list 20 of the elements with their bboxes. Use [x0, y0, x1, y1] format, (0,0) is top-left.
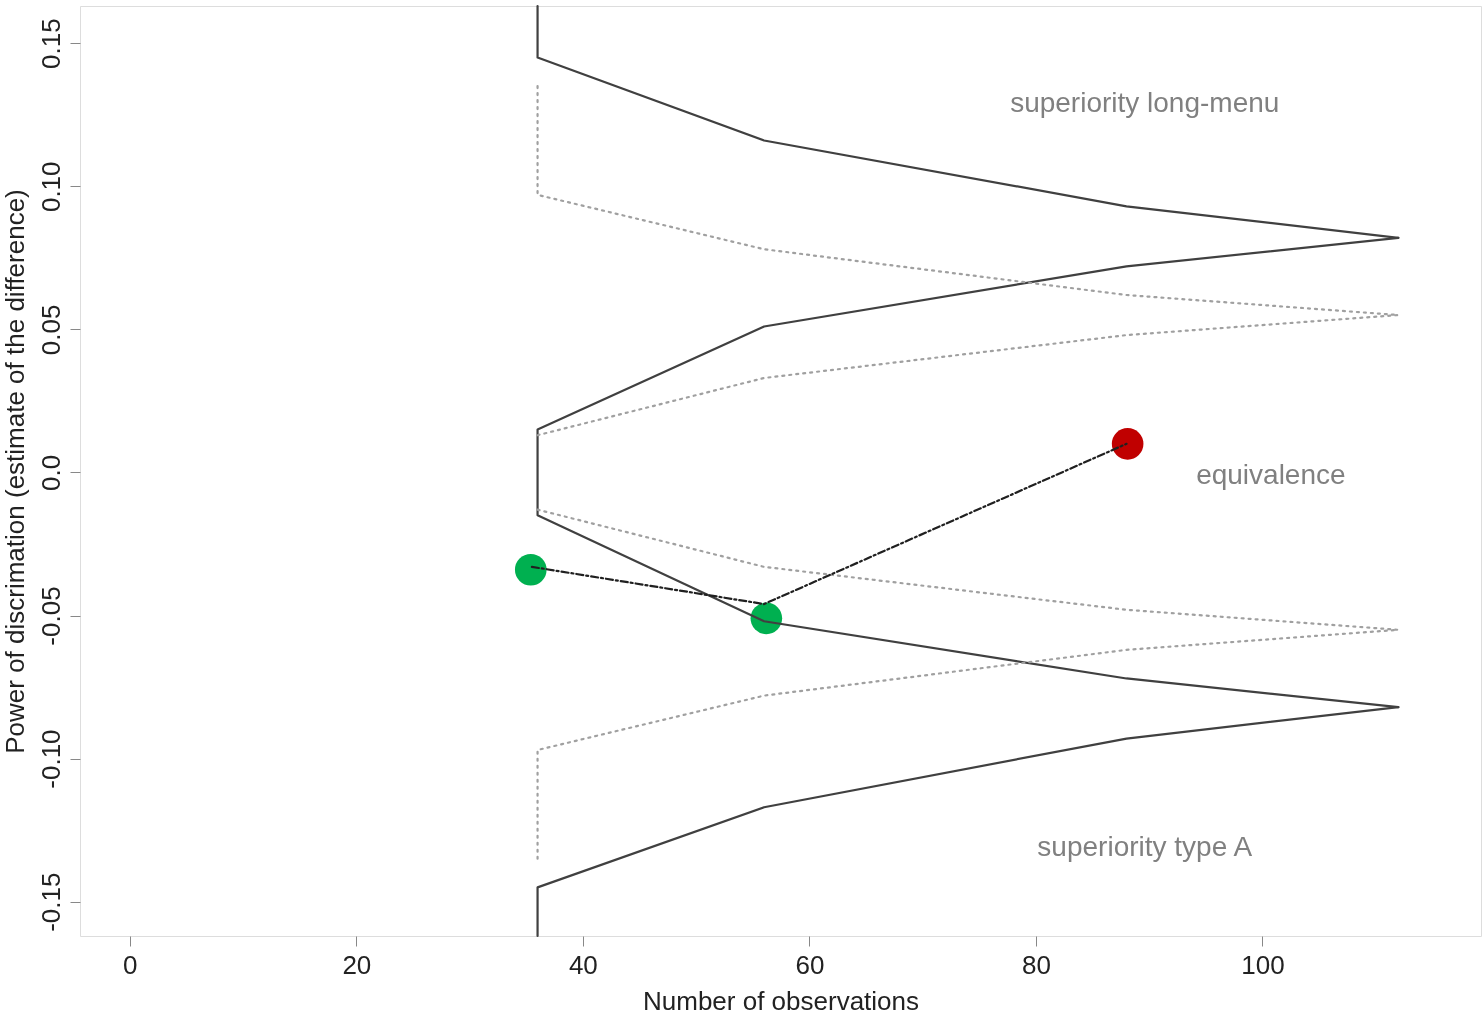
y-tick-label: 0.10 [35, 161, 66, 213]
y-tick-label: -0.15 [35, 872, 66, 932]
y-tick-label: -0.05 [35, 586, 66, 646]
annotation: superiority type A [1037, 830, 1253, 862]
point [514, 553, 547, 586]
annotation: equivalence [1196, 458, 1346, 490]
x-tick-label: 40 [568, 949, 598, 980]
x-tick-label: 80 [1021, 949, 1051, 980]
x-tick-label: 20 [342, 949, 372, 980]
x-tick-label: 0 [123, 949, 138, 980]
y-tick-label: 0.15 [35, 18, 66, 69]
x-tick-label: 60 [795, 949, 825, 980]
x-axis-title: Number of observations [642, 985, 920, 1016]
y-axis-title: Power of discrimation (estimate of the difference) [0, 189, 30, 754]
x-tick-label: 100 [1241, 949, 1285, 980]
y-tick-label: 0.0 [35, 454, 66, 492]
y-tick-label: 0.05 [35, 304, 66, 356]
annotation: superiority long-menu [1010, 86, 1280, 118]
point [1111, 428, 1144, 460]
y-tick-label: -0.10 [35, 729, 66, 789]
